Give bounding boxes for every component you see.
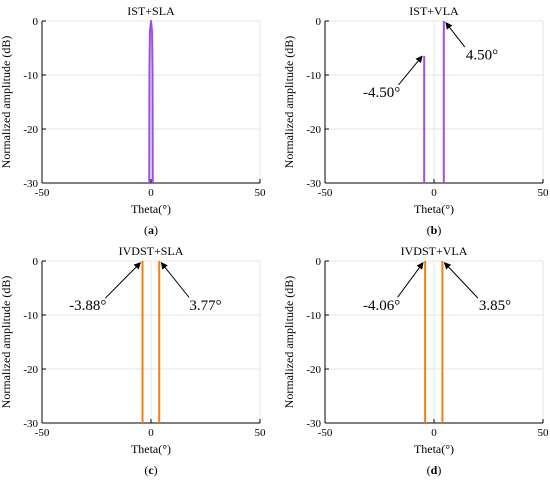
y-tick-label: 0 [316, 256, 322, 268]
y-tick-label: -20 [306, 364, 321, 376]
annotation-label: -4.50° [363, 85, 400, 101]
y-tick-label: -10 [306, 70, 321, 82]
panel-b: 0 -10 -20 -30-50 0 50 IST+VLA Theta(°) Normalize… [282, 4, 549, 237]
x-tick-label: -50 [318, 187, 333, 199]
x-axis-label: Theta(°) [131, 442, 171, 456]
panel-label: (b) [427, 223, 442, 237]
y-tick-label: -20 [306, 124, 321, 136]
y-tick-label: -20 [23, 124, 38, 136]
chart-title: IST+VLA [409, 4, 459, 18]
y-axis-label: Normalized amplitude (dB) [0, 36, 13, 169]
series-line [148, 20, 154, 184]
annotation-label: 3.85° [479, 298, 511, 314]
annotation-label: 4.50° [466, 47, 498, 63]
annotation-arrow [398, 55, 423, 86]
chart-title: IVDST+VLA [401, 244, 468, 258]
x-tick-label: 50 [538, 427, 550, 439]
y-axis-label: Normalized amplitude (dB) [0, 276, 13, 409]
annotation-arrow [443, 262, 479, 299]
x-tick-label: 0 [431, 187, 437, 199]
panel-label: (a) [144, 223, 158, 237]
y-tick-label: -30 [306, 178, 321, 190]
x-tick-label: 50 [255, 427, 267, 439]
y-tick-label: -30 [306, 418, 321, 430]
x-tick-label: -50 [35, 427, 50, 439]
y-tick-label: -10 [23, 70, 38, 82]
x-tick-label: -50 [318, 427, 333, 439]
annotation-arrow [445, 22, 466, 48]
annotation-label: -4.06° [363, 298, 400, 314]
y-tick-label: 0 [33, 16, 39, 28]
panel-label: (c) [144, 463, 157, 477]
y-tick-label: -30 [23, 178, 38, 190]
panel-c: 0 -10 -20 -30-50 0 50 IVDST+SLA Theta(°) Normali… [0, 244, 266, 477]
x-tick-label: 0 [148, 187, 154, 199]
y-tick-label: -10 [23, 310, 38, 322]
x-axis-label: Theta(°) [414, 442, 454, 456]
chart-title: IVDST+SLA [119, 244, 184, 258]
y-tick-label: -10 [306, 310, 321, 322]
x-axis-label: Theta(°) [414, 202, 454, 216]
x-tick-label: 0 [148, 427, 154, 439]
x-tick-label: 50 [538, 187, 550, 199]
y-tick-label: -30 [23, 418, 38, 430]
y-axis-label: Normalized amplitude (dB) [282, 36, 296, 169]
annotation-label: -3.88° [69, 298, 106, 314]
panel-label: (d) [427, 463, 442, 477]
annotation-arrow [160, 262, 190, 298]
annotation-arrow [397, 262, 424, 298]
y-axis-label: Normalized amplitude (dB) [282, 276, 296, 409]
x-tick-label: 0 [431, 427, 437, 439]
annotation-label: 3.77° [189, 298, 221, 314]
y-tick-label: 0 [316, 16, 322, 28]
annotation-arrow [104, 262, 141, 299]
x-axis-label: Theta(°) [131, 202, 171, 216]
x-tick-label: -50 [35, 187, 50, 199]
x-tick-label: 50 [255, 187, 267, 199]
panel-d: 0 -10 -20 -30-50 0 50 IVDST+VLA Theta(°) Normali… [282, 244, 549, 477]
y-tick-label: -20 [23, 364, 38, 376]
chart-title: IST+SLA [127, 4, 175, 18]
y-tick-label: 0 [33, 256, 39, 268]
panel-a: 0 -10 -20 -30-50 0 50 IST+SLA Theta(°) Normalize… [0, 4, 266, 237]
